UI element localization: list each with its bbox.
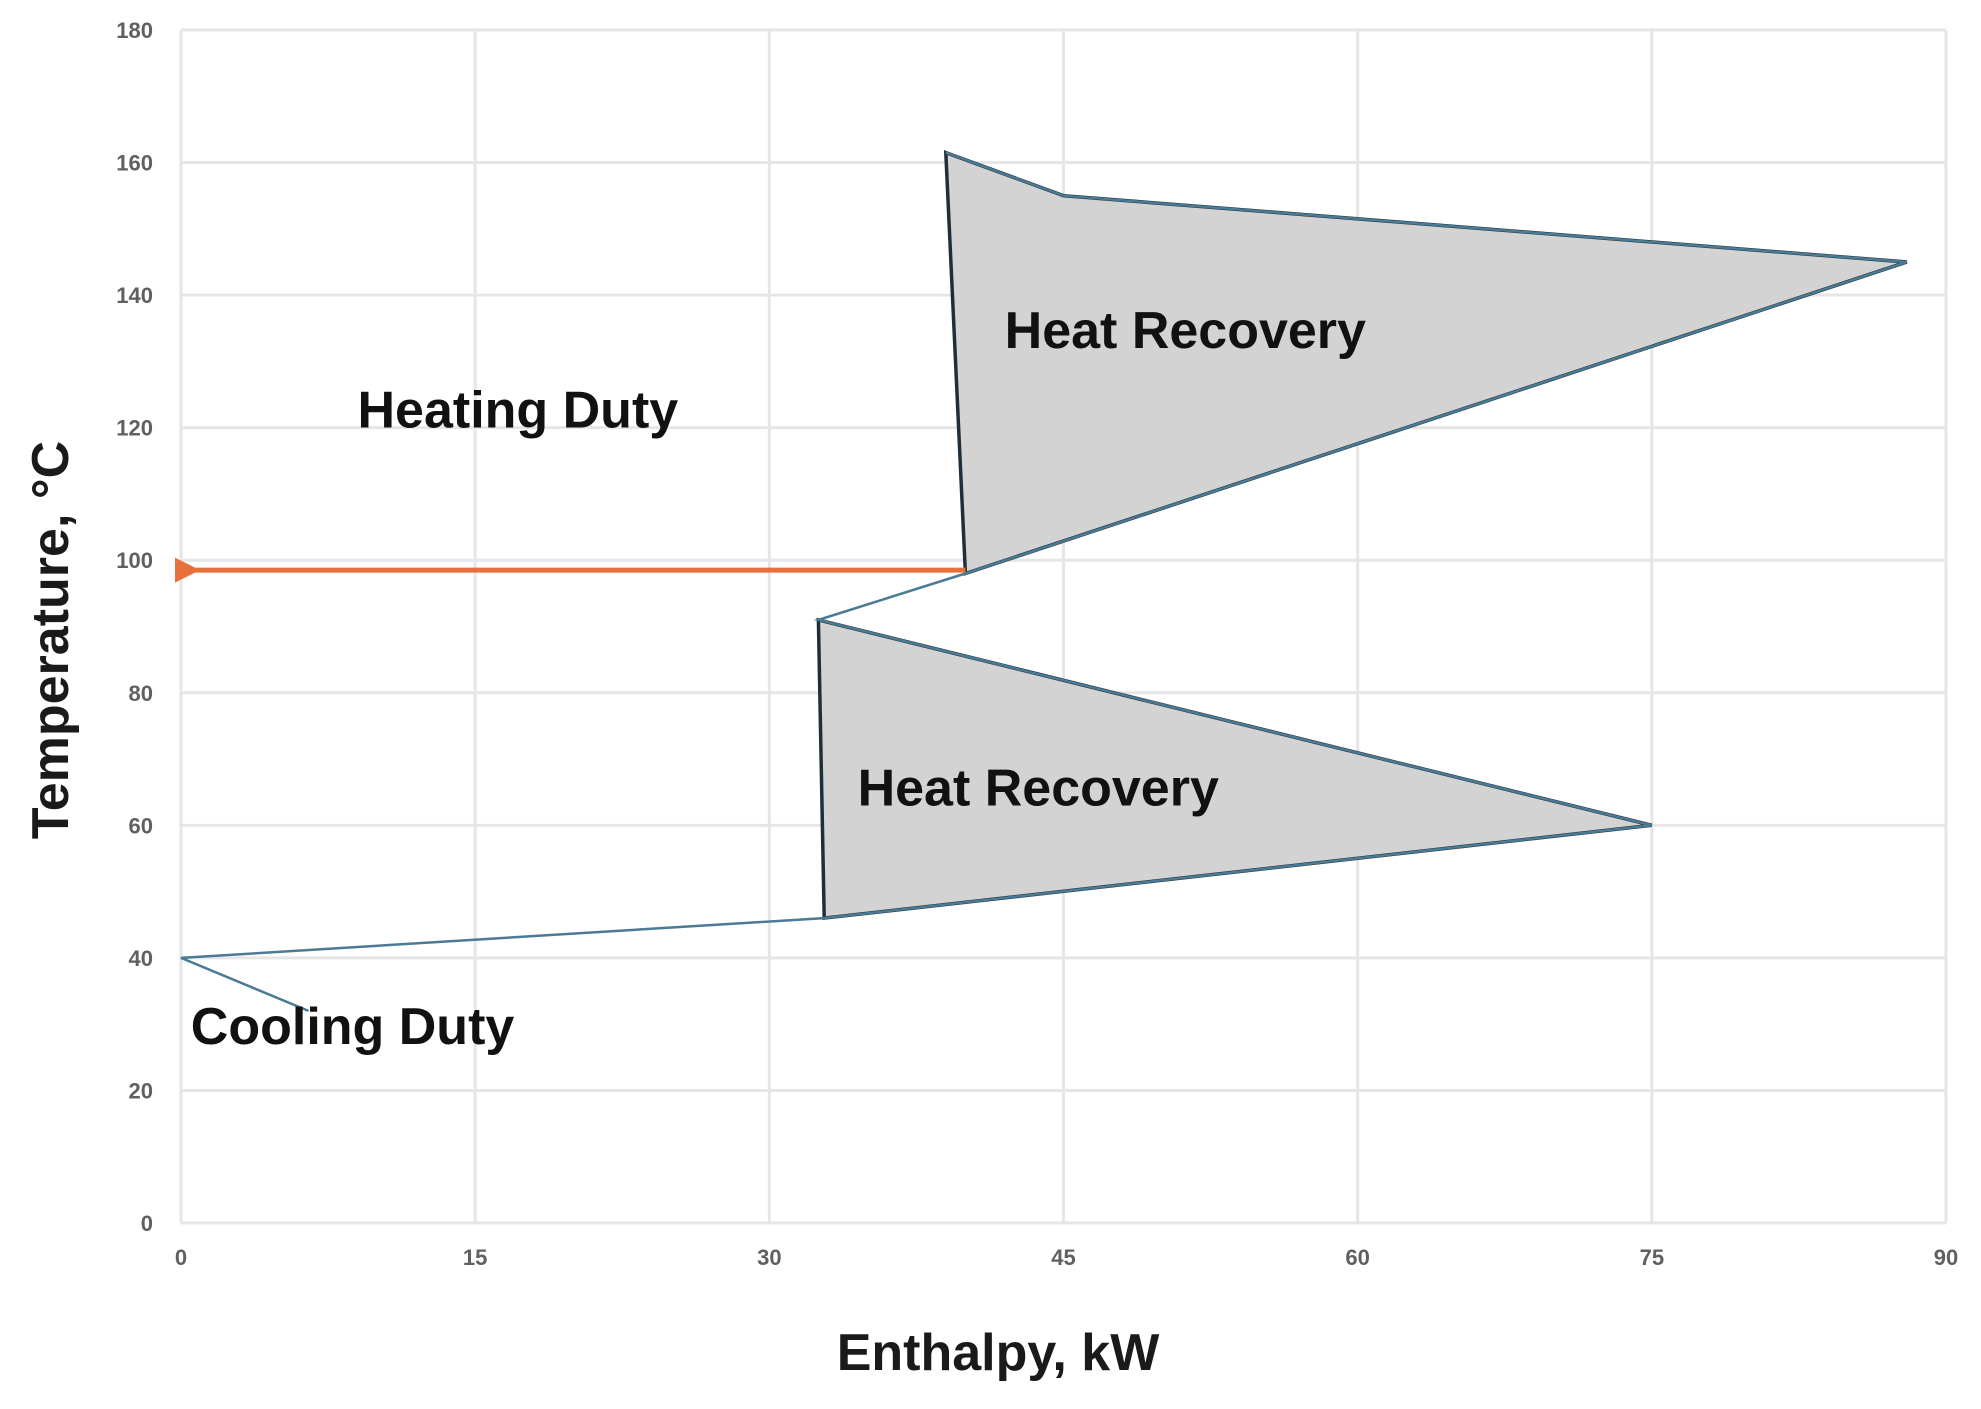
series xyxy=(180,151,1908,1013)
y-tick-label-60: 60 xyxy=(129,813,153,838)
x-tick-label-90: 90 xyxy=(1934,1245,1958,1270)
y-tick-label-100: 100 xyxy=(116,548,153,573)
y-axis-title: Temperature, °C xyxy=(22,441,80,839)
series-line-1 xyxy=(180,151,1908,1013)
y-tick-label-0: 0 xyxy=(141,1211,153,1236)
x-tick-label-45: 45 xyxy=(1051,1245,1075,1270)
y-tick-label-120: 120 xyxy=(116,416,153,441)
heat-recovery-label-upper: Heat Recovery xyxy=(1005,302,1366,360)
x-tick-label-60: 60 xyxy=(1345,1245,1369,1270)
y-tick-label-40: 40 xyxy=(129,946,153,971)
x-tick-label-0: 0 xyxy=(175,1245,187,1270)
heat-recovery-label-lower: Heat Recovery xyxy=(858,759,1219,817)
heating-duty-label: Heating Duty xyxy=(358,382,679,440)
x-axis-title: Enthalpy, kW xyxy=(837,1324,1161,1382)
annotations: Heat Recovery Heating Duty Heat Recovery Co… xyxy=(191,302,1366,1056)
y-tick-label-180: 180 xyxy=(116,18,153,43)
heat-recovery-region-1 xyxy=(943,150,1908,576)
x-tick-label-75: 75 xyxy=(1640,1245,1664,1270)
x-tick-label-15: 15 xyxy=(463,1245,487,1270)
cooling-duty-label: Cooling Duty xyxy=(191,998,515,1056)
y-tick-label-160: 160 xyxy=(116,151,153,176)
x-axis-ticks: 0 15 30 45 60 75 90 xyxy=(175,1245,1958,1270)
x-tick-label-30: 30 xyxy=(757,1245,781,1270)
shaded-regions xyxy=(816,150,1908,921)
y-tick-label-140: 140 xyxy=(116,283,153,308)
y-tick-label-80: 80 xyxy=(129,681,153,706)
y-axis-ticks: 0 20 40 60 80 100 120 140 160 180 xyxy=(116,18,153,1236)
y-tick-label-20: 20 xyxy=(129,1078,153,1103)
